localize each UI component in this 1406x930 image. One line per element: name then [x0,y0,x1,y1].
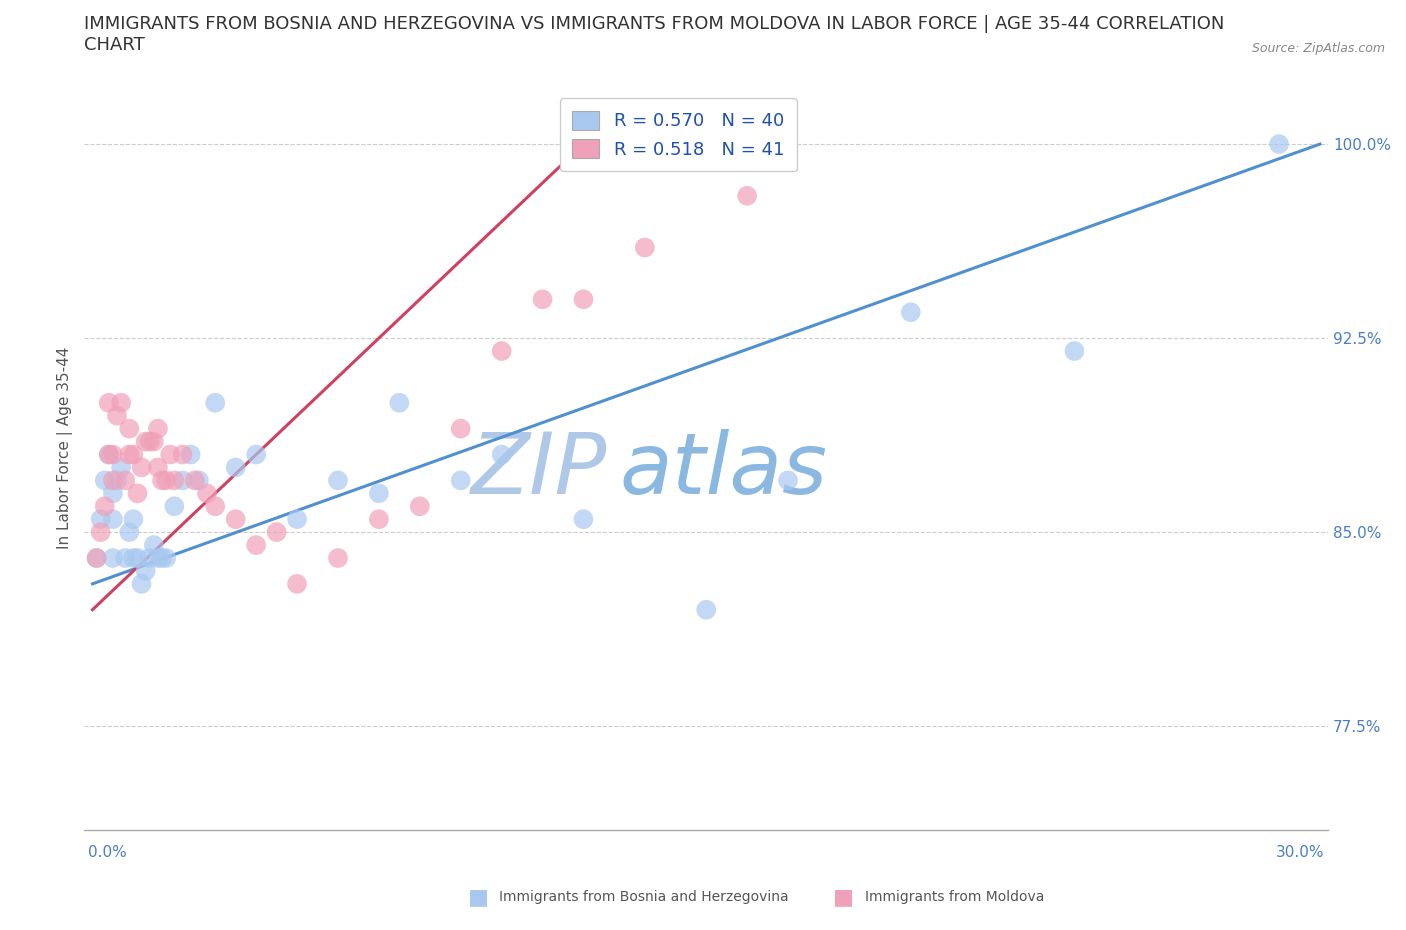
Point [285,577,308,591]
Point [86,551,108,565]
Point [367,512,389,526]
Point [184,473,207,488]
Point [118,421,141,436]
Point [155,473,177,488]
Point [266,525,288,539]
Point [131,460,153,475]
Point [146,421,169,436]
Point [572,292,595,307]
Point [110,395,132,410]
Point [142,538,165,552]
Point [97,395,120,410]
Point [86,551,108,565]
Text: 0.0%: 0.0% [89,845,127,860]
Point [101,473,124,488]
Point [450,421,472,436]
Point [159,447,181,462]
Point [101,485,124,500]
Point [142,434,165,449]
Point [1268,137,1291,152]
Point [285,512,308,526]
Point [94,473,117,488]
Point [776,473,799,488]
Point [139,434,162,449]
Point [131,577,153,591]
Point [155,551,177,565]
Text: ■: ■ [834,887,853,908]
Point [225,460,247,475]
Point [245,447,267,462]
Point [172,447,194,462]
Point [172,473,194,488]
Point [122,447,145,462]
Point [105,473,128,488]
Text: 30.0%: 30.0% [1275,845,1324,860]
Point [110,460,132,475]
Point [163,473,186,488]
Point [572,512,595,526]
Point [94,498,117,513]
Point [326,473,349,488]
Point [114,473,136,488]
Text: Source: ZipAtlas.com: Source: ZipAtlas.com [1251,42,1385,55]
Point [245,538,267,552]
Point [900,305,922,320]
Point [90,512,112,526]
Point [90,525,112,539]
Point [122,512,145,526]
Text: Immigrants from Bosnia and Herzegovina: Immigrants from Bosnia and Herzegovina [499,890,789,905]
Text: atlas: atlas [619,430,827,512]
Point [225,512,247,526]
Legend: R = 0.570   N = 40, R = 0.518   N = 41: R = 0.570 N = 40, R = 0.518 N = 41 [560,99,797,171]
Point [97,447,120,462]
Point [150,473,173,488]
Point [1063,343,1085,358]
Point [105,408,128,423]
Text: Immigrants from Moldova: Immigrants from Moldova [865,890,1045,905]
Point [204,395,226,410]
Point [127,551,149,565]
Point [101,512,124,526]
Point [146,460,169,475]
Point [127,485,149,500]
Text: ZIP: ZIP [471,430,607,512]
Point [150,551,173,565]
Point [139,551,162,565]
Point [695,603,717,618]
Point [118,525,141,539]
Point [187,473,209,488]
Point [146,551,169,565]
Point [118,447,141,462]
Point [204,498,226,513]
Point [195,485,218,500]
Point [97,447,120,462]
Point [367,485,389,500]
Point [735,189,758,204]
Point [491,447,513,462]
Point [122,551,145,565]
Point [491,343,513,358]
Point [450,473,472,488]
Point [531,292,554,307]
Point [135,564,157,578]
Point [634,240,657,255]
Point [101,447,124,462]
Point [388,395,411,410]
Point [409,498,432,513]
Point [163,498,186,513]
Y-axis label: In Labor Force | Age 35-44: In Labor Force | Age 35-44 [58,347,73,550]
Point [101,551,124,565]
Text: IMMIGRANTS FROM BOSNIA AND HERZEGOVINA VS IMMIGRANTS FROM MOLDOVA IN LABOR FORCE: IMMIGRANTS FROM BOSNIA AND HERZEGOVINA V… [84,15,1225,54]
Point [326,551,349,565]
Point [180,447,202,462]
Text: ■: ■ [468,887,488,908]
Point [114,551,136,565]
Point [135,434,157,449]
